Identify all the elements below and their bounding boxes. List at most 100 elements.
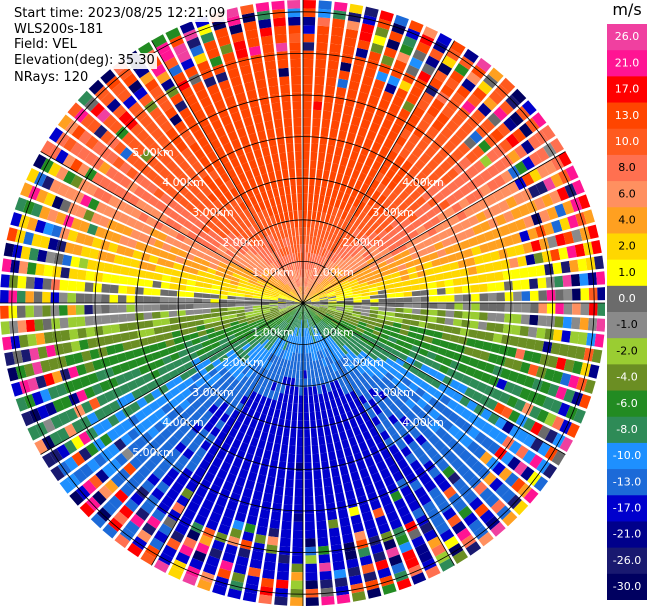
velocity-gate xyxy=(434,179,446,191)
velocity-gate xyxy=(310,306,319,310)
velocity-gate xyxy=(457,142,471,155)
velocity-gate xyxy=(423,529,438,542)
velocity-gate xyxy=(438,230,449,241)
velocity-gate xyxy=(353,218,362,228)
velocity-gate xyxy=(283,495,293,505)
velocity-gate xyxy=(428,184,440,196)
velocity-gate xyxy=(9,320,19,334)
velocity-gate xyxy=(190,240,201,250)
velocity-gate xyxy=(286,299,295,302)
velocity-gate xyxy=(43,372,55,387)
velocity-gate xyxy=(333,331,341,339)
velocity-gate xyxy=(361,299,371,303)
velocity-gate xyxy=(363,330,373,337)
velocity-gate xyxy=(290,597,303,606)
velocity-gate xyxy=(213,253,223,261)
velocity-gate xyxy=(273,337,281,346)
velocity-gate xyxy=(244,308,254,313)
velocity-gate xyxy=(452,550,468,564)
velocity-gate xyxy=(422,500,436,514)
velocity-gate xyxy=(405,556,420,570)
velocity-gate xyxy=(239,191,249,201)
velocity-gate xyxy=(514,144,528,159)
velocity-gate xyxy=(172,239,183,249)
velocity-gate xyxy=(386,213,396,224)
velocity-gate xyxy=(207,192,218,203)
velocity-gate xyxy=(130,492,145,506)
velocity-gate xyxy=(252,305,262,309)
velocity-gate xyxy=(336,208,344,219)
velocity-gate xyxy=(252,303,261,306)
velocity-gate xyxy=(336,296,345,300)
velocity-gate xyxy=(380,495,392,507)
velocity-gate xyxy=(343,447,353,458)
velocity-gate xyxy=(471,245,482,256)
velocity-gate xyxy=(298,395,303,404)
velocity-gate xyxy=(297,287,301,296)
velocity-gate xyxy=(345,213,353,223)
velocity-gate xyxy=(301,269,303,278)
velocity-gate xyxy=(274,270,282,278)
velocity-gate xyxy=(194,281,204,288)
velocity-gate xyxy=(204,277,214,284)
velocity-gate xyxy=(280,444,288,454)
velocity-gate xyxy=(232,519,245,531)
velocity-gate xyxy=(341,113,352,124)
velocity-gate xyxy=(359,31,373,43)
velocity-gate xyxy=(322,110,332,120)
velocity-gate xyxy=(144,320,154,328)
velocity-gate xyxy=(77,90,93,106)
velocity-gate xyxy=(168,566,184,580)
colorbar-tick-label: 4.0 xyxy=(618,214,636,227)
velocity-gate xyxy=(231,241,240,250)
velocity-gate xyxy=(242,487,253,499)
velocity-gate xyxy=(190,224,201,235)
velocity-gate xyxy=(52,330,62,343)
velocity-gate xyxy=(359,362,369,372)
velocity-gate xyxy=(538,209,551,223)
velocity-gate xyxy=(330,372,338,382)
velocity-gate xyxy=(574,243,586,257)
velocity-gate xyxy=(264,552,277,563)
velocity-gate xyxy=(185,480,198,493)
velocity-gate xyxy=(297,429,303,438)
velocity-gate xyxy=(317,275,324,284)
velocity-gate xyxy=(123,203,135,216)
velocity-gate xyxy=(255,355,264,365)
velocity-gate xyxy=(265,361,273,371)
velocity-gate xyxy=(316,264,322,273)
velocity-gate xyxy=(127,137,141,151)
velocity-gate xyxy=(332,407,340,417)
velocity-gate xyxy=(200,259,211,267)
velocity-gate xyxy=(520,314,530,325)
velocity-gate xyxy=(290,291,297,298)
velocity-gate xyxy=(207,229,218,239)
velocity-gate xyxy=(337,338,345,347)
velocity-gate xyxy=(52,398,65,413)
velocity-gate xyxy=(247,319,256,325)
velocity-gate xyxy=(507,181,520,194)
velocity-gate xyxy=(496,292,505,302)
velocity-gate xyxy=(394,409,405,420)
velocity-gate xyxy=(373,434,383,445)
velocity-gate xyxy=(300,277,302,287)
velocity-gate xyxy=(584,379,596,394)
velocity-gate xyxy=(63,137,77,152)
velocity-gate xyxy=(344,330,353,338)
velocity-gate xyxy=(285,194,292,204)
velocity-gate xyxy=(555,303,564,315)
velocity-gate xyxy=(353,208,362,218)
velocity-gate xyxy=(281,93,291,103)
velocity-gate xyxy=(167,398,179,409)
velocity-gate xyxy=(84,305,93,315)
velocity-gate xyxy=(172,191,184,203)
velocity-gate xyxy=(551,416,565,431)
velocity-gate xyxy=(203,344,213,353)
colorbar-swatch xyxy=(607,495,647,522)
velocity-gate xyxy=(42,452,56,468)
velocity-gate xyxy=(363,359,372,368)
velocity-gate xyxy=(481,252,492,263)
velocity-gate xyxy=(48,127,64,143)
velocity-gate xyxy=(126,180,139,193)
velocity-gate xyxy=(310,219,316,229)
